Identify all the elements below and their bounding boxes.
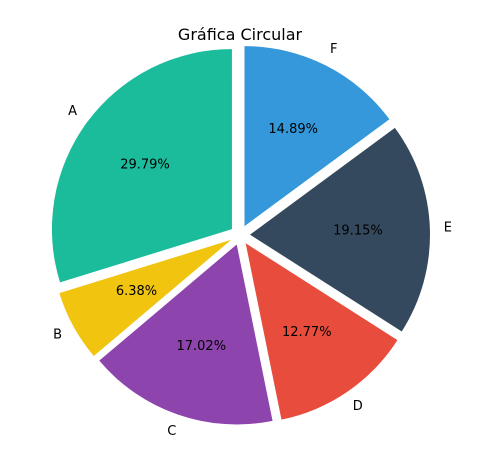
pct-label-a: 29.79% bbox=[120, 158, 170, 173]
pie-labels: 29.79% A 6.38% B 17.02% C 12.77% D 19.15% E 14.89%… bbox=[53, 42, 452, 439]
category-label-b: B bbox=[53, 327, 62, 342]
category-label-f: F bbox=[330, 42, 337, 57]
pie-slice-d bbox=[245, 243, 398, 420]
pie-slice-e bbox=[249, 127, 430, 332]
pie-slice-b bbox=[59, 239, 232, 357]
category-label-c: C bbox=[167, 424, 176, 439]
pct-label-b: 6.38% bbox=[116, 284, 157, 299]
pct-label-f: 14.89% bbox=[268, 122, 318, 137]
category-label-e: E bbox=[444, 221, 452, 236]
category-label-d: D bbox=[353, 399, 363, 414]
pct-label-e: 19.15% bbox=[333, 224, 383, 239]
pct-label-d: 12.77% bbox=[282, 325, 332, 340]
chart-title: Gráfica Circular bbox=[178, 25, 303, 44]
pie-slices bbox=[51, 46, 430, 425]
category-label-a: A bbox=[68, 104, 77, 119]
pie-slice-a bbox=[51, 49, 232, 283]
pie-slice-c bbox=[99, 244, 273, 425]
pct-label-c: 17.02% bbox=[176, 339, 226, 354]
pie-slice-f bbox=[244, 46, 390, 227]
